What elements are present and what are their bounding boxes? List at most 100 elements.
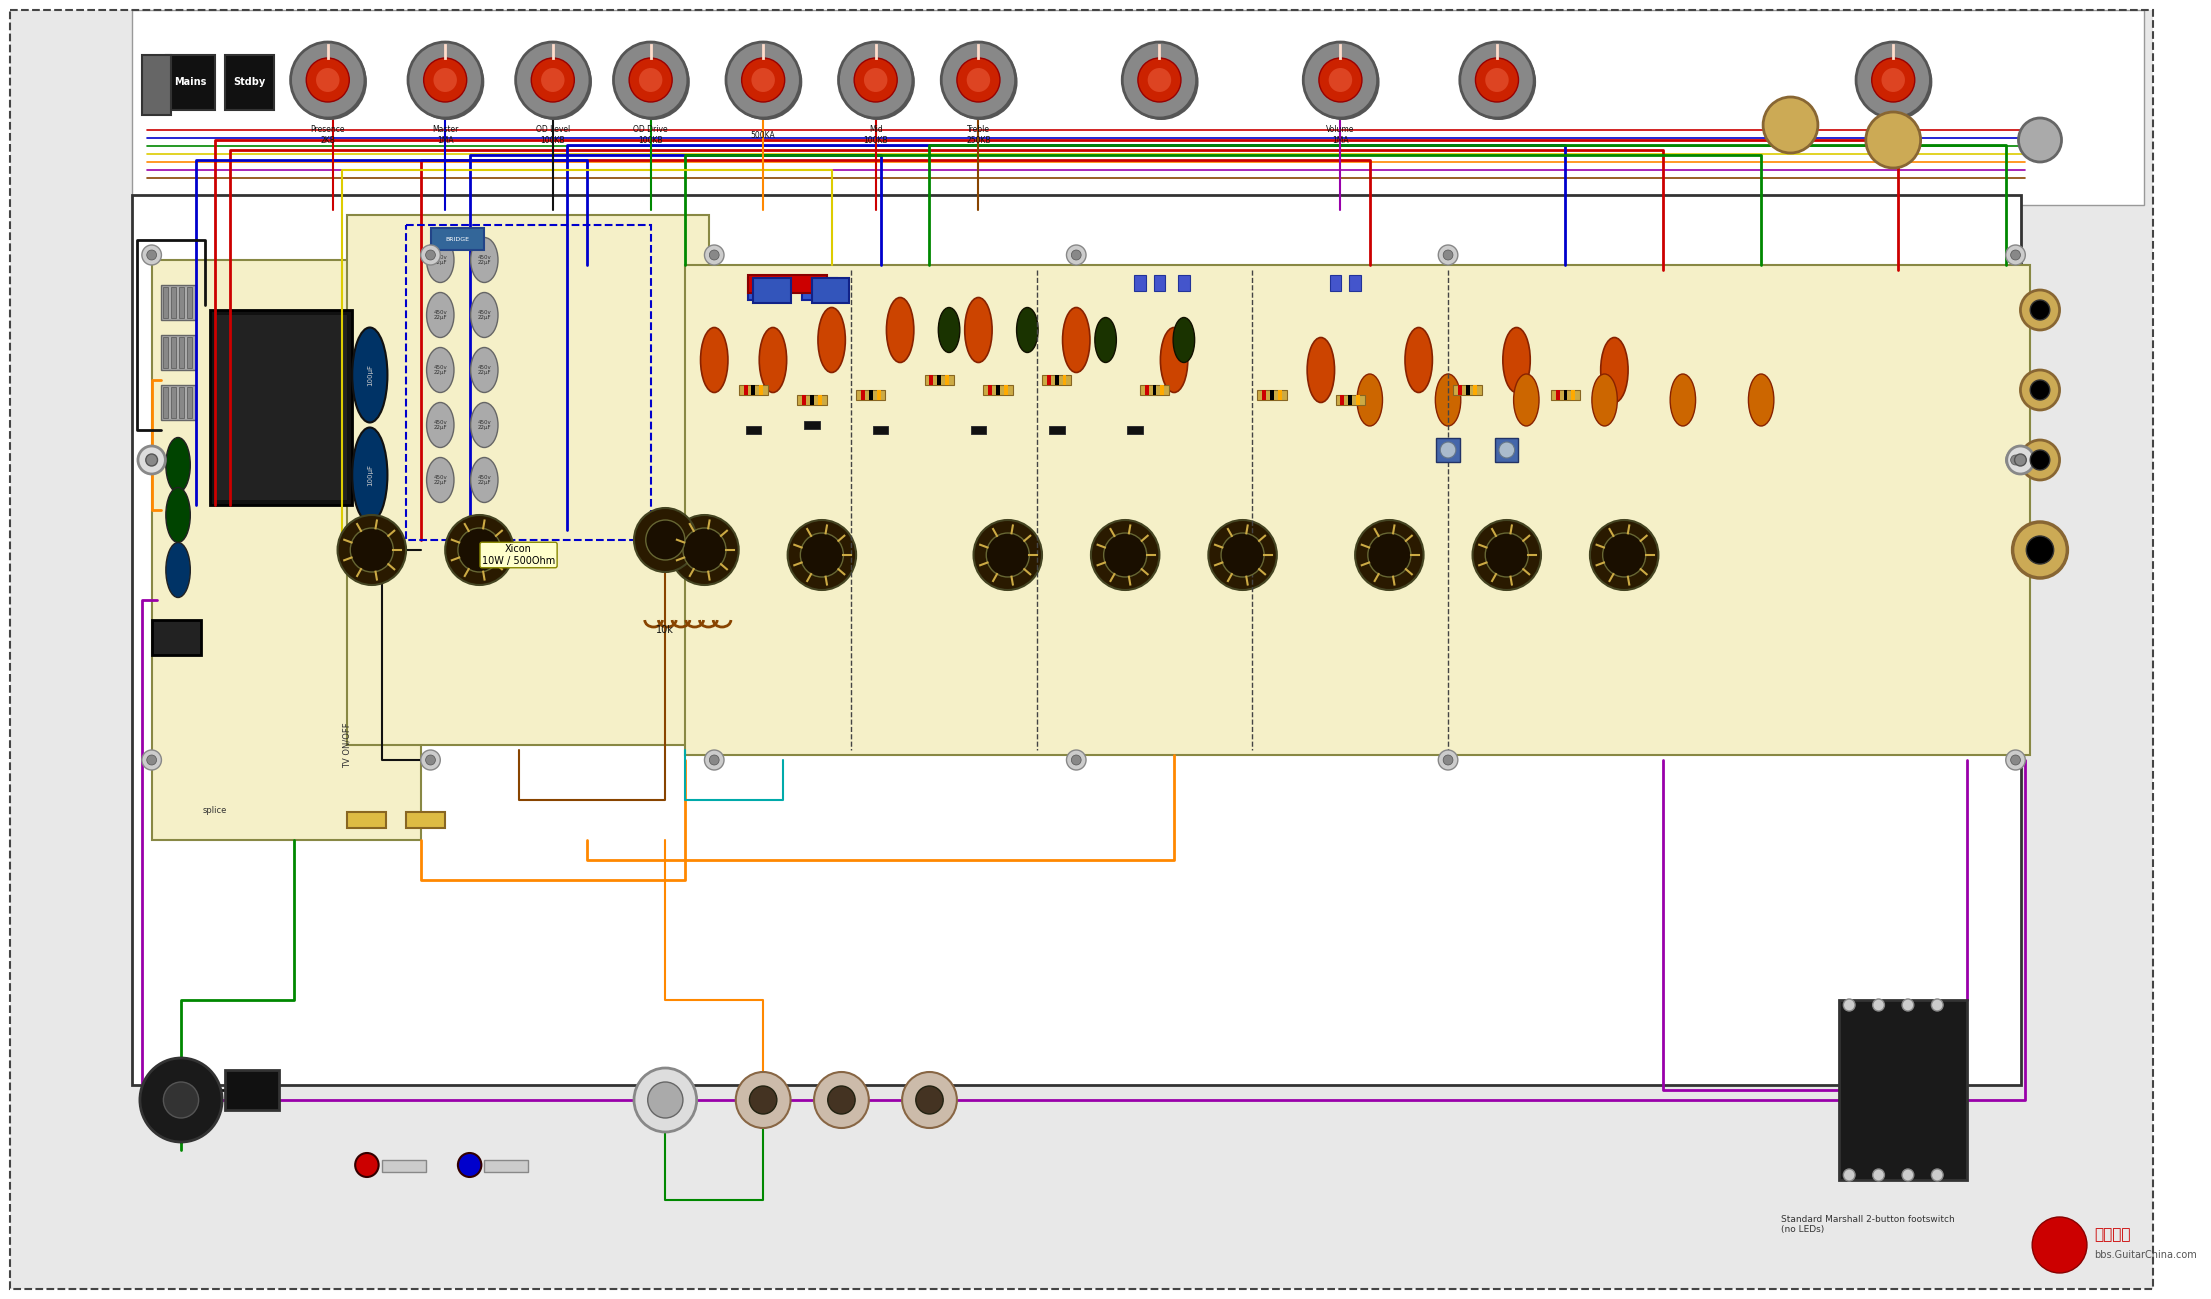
Text: 吉他中国: 吉他中国 xyxy=(2094,1228,2131,1243)
Bar xyxy=(988,385,993,395)
Circle shape xyxy=(1603,533,1645,577)
Bar xyxy=(1048,426,1063,434)
Circle shape xyxy=(2021,290,2061,330)
Text: bbs.GuitarChina.com: bbs.GuitarChina.com xyxy=(2094,1250,2196,1260)
Circle shape xyxy=(2010,755,2021,765)
Bar xyxy=(214,314,347,500)
Ellipse shape xyxy=(1161,327,1187,392)
Circle shape xyxy=(1475,58,1519,103)
Bar xyxy=(1495,438,1519,462)
Bar xyxy=(750,275,827,294)
Ellipse shape xyxy=(1601,338,1627,403)
Bar xyxy=(1466,385,1470,395)
Bar xyxy=(226,55,274,110)
Circle shape xyxy=(137,446,166,474)
Bar xyxy=(944,375,949,385)
Circle shape xyxy=(2005,246,2025,265)
Circle shape xyxy=(2010,249,2021,260)
Bar xyxy=(164,287,168,318)
Circle shape xyxy=(1486,68,1508,92)
Ellipse shape xyxy=(701,327,727,392)
Circle shape xyxy=(292,44,367,120)
Bar xyxy=(133,195,2021,1085)
Text: 100µF: 100µF xyxy=(367,364,374,386)
Circle shape xyxy=(139,1057,221,1142)
Text: 450v
22µF: 450v 22µF xyxy=(433,420,447,430)
Circle shape xyxy=(2019,118,2061,162)
Circle shape xyxy=(727,44,803,120)
Ellipse shape xyxy=(1094,317,1117,362)
Circle shape xyxy=(1882,68,1906,92)
Circle shape xyxy=(814,1072,869,1128)
Circle shape xyxy=(736,1072,792,1128)
Bar xyxy=(754,278,792,303)
Bar xyxy=(860,390,865,400)
Circle shape xyxy=(1844,999,1855,1011)
Text: 450v
22µF: 450v 22µF xyxy=(478,474,491,486)
Circle shape xyxy=(710,755,719,765)
Text: 450v
22µF: 450v 22µF xyxy=(478,255,491,265)
Circle shape xyxy=(705,246,723,265)
Ellipse shape xyxy=(964,297,993,362)
Bar xyxy=(809,395,814,405)
Bar xyxy=(1355,395,1360,405)
Text: 450v
22µF: 450v 22µF xyxy=(433,255,447,265)
Circle shape xyxy=(1072,249,1081,260)
Bar xyxy=(984,385,1013,395)
Circle shape xyxy=(517,44,593,120)
Circle shape xyxy=(1103,533,1148,577)
Circle shape xyxy=(515,42,590,118)
Circle shape xyxy=(1866,112,1921,168)
Circle shape xyxy=(1901,1169,1915,1181)
Circle shape xyxy=(2021,440,2061,481)
Bar xyxy=(226,1070,279,1111)
Bar xyxy=(1349,395,1353,405)
Circle shape xyxy=(1444,249,1453,260)
Circle shape xyxy=(316,68,340,92)
Ellipse shape xyxy=(427,292,453,338)
Ellipse shape xyxy=(1017,308,1039,352)
Circle shape xyxy=(670,514,738,585)
Text: RELAY: RELAY xyxy=(756,287,774,291)
Circle shape xyxy=(1444,755,1453,765)
Bar xyxy=(431,229,484,249)
Circle shape xyxy=(1220,533,1265,577)
Circle shape xyxy=(2030,449,2050,470)
Circle shape xyxy=(1932,999,1943,1011)
Text: Presence
2KB: Presence 2KB xyxy=(310,125,345,144)
Bar xyxy=(924,375,953,385)
Circle shape xyxy=(2032,1217,2087,1273)
Circle shape xyxy=(142,246,161,265)
Bar xyxy=(1145,385,1150,395)
Circle shape xyxy=(1844,1169,1855,1181)
Circle shape xyxy=(1329,68,1353,92)
Circle shape xyxy=(1072,755,1081,765)
Bar xyxy=(179,287,184,318)
Bar xyxy=(1453,385,1481,395)
Circle shape xyxy=(356,1154,378,1177)
Bar xyxy=(1262,390,1267,400)
Ellipse shape xyxy=(1503,327,1530,392)
Ellipse shape xyxy=(471,292,497,338)
Circle shape xyxy=(146,249,157,260)
Bar xyxy=(752,385,756,395)
Circle shape xyxy=(1855,42,1930,118)
Text: 450v
22µF: 450v 22µF xyxy=(433,309,447,321)
Bar xyxy=(758,385,763,395)
Circle shape xyxy=(915,1086,944,1115)
Circle shape xyxy=(827,1086,856,1115)
Bar xyxy=(738,385,767,395)
Ellipse shape xyxy=(1358,374,1382,426)
Ellipse shape xyxy=(471,403,497,447)
Ellipse shape xyxy=(1307,338,1335,403)
Bar xyxy=(179,336,184,368)
Bar xyxy=(873,426,889,434)
Circle shape xyxy=(725,42,800,118)
Circle shape xyxy=(1873,999,1884,1011)
Bar xyxy=(161,284,197,320)
Ellipse shape xyxy=(427,348,453,392)
Circle shape xyxy=(639,68,663,92)
Text: TV ON/OFF: TV ON/OFF xyxy=(343,722,352,768)
Ellipse shape xyxy=(758,327,787,392)
Circle shape xyxy=(944,44,1017,120)
